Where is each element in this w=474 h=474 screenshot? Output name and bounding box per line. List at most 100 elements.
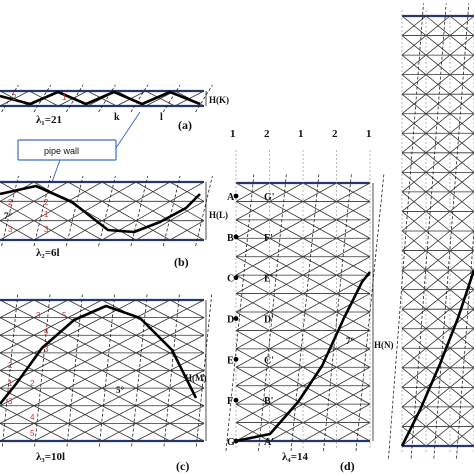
lattice-line	[33, 405, 69, 424]
panel-d-points: A G' B F' C E' D D' E C' F B' G A'	[227, 192, 275, 448]
lattice-line	[0, 317, 35, 336]
lattice-line	[302, 201, 337, 221]
lattice-line	[67, 334, 103, 354]
panel-a-tag: (a)	[178, 118, 192, 132]
lattice-line	[336, 237, 371, 258]
dashed-ray	[34, 294, 51, 447]
lattice-line	[401, 230, 427, 251]
lattice-line	[145, 90, 176, 107]
lattice-line	[401, 74, 427, 95]
lattice-line	[33, 370, 69, 389]
panel-d: 1 2 1 2 1 A G'B F'C E'D D'E C'F B'G A' 7° H(N) …	[225, 128, 394, 473]
point-label-left: B	[227, 233, 234, 244]
panel-a-l-label: l	[160, 112, 163, 123]
dashed-ray	[1, 175, 19, 247]
point-marker	[233, 275, 239, 281]
lattice-line	[336, 201, 371, 221]
panel-a-dashed-rays	[1, 84, 213, 113]
panel-b-red-number: 3	[8, 225, 13, 234]
lattice-line	[449, 74, 474, 95]
lattice-line	[269, 256, 304, 276]
lattice-line	[169, 334, 205, 354]
lattice-line	[425, 211, 451, 232]
lattice-line	[449, 15, 474, 36]
lattice-line	[33, 200, 69, 222]
lattice-line	[0, 370, 35, 389]
lattice-line	[235, 256, 270, 276]
point-label-left: E	[227, 355, 234, 366]
lattice-line	[269, 293, 304, 313]
lattice-line	[269, 422, 304, 442]
lattice-line	[135, 317, 171, 336]
lattice-line	[302, 330, 337, 350]
lattice-line	[235, 330, 270, 350]
panel-d-height-label: H(N)	[374, 340, 394, 350]
lattice-line	[101, 181, 137, 202]
panel-b-red-number: 1	[44, 210, 49, 219]
dashed-ray	[162, 175, 181, 247]
lattice-line	[425, 426, 451, 447]
panel-c-dashed-rays	[1, 294, 213, 447]
lattice-line	[67, 317, 103, 336]
dashed-ray	[98, 294, 116, 447]
lattice-line	[449, 54, 474, 75]
lattice-line	[449, 211, 474, 232]
lattice-line	[101, 299, 137, 318]
lattice-line	[169, 200, 205, 222]
lattice-line	[235, 403, 270, 423]
lattice-line	[401, 35, 427, 56]
panel-c-path	[0, 304, 198, 405]
lattice-line	[0, 181, 35, 202]
lattice-line	[336, 182, 371, 202]
dashed-ray	[323, 172, 352, 452]
dashed-ray	[456, 225, 474, 459]
lattice-line	[169, 299, 205, 318]
lattice-line	[336, 219, 371, 239]
lattice-line	[33, 317, 69, 336]
lattice-line	[235, 385, 270, 405]
lattice-line	[449, 367, 474, 388]
lattice-line	[33, 387, 69, 407]
dashed-ray	[195, 294, 213, 447]
lattice-line	[425, 406, 451, 427]
column-label: 1	[230, 128, 236, 140]
lattice-line	[0, 334, 35, 354]
panel-b: 2 2 1 3 3 7° H(L) λ₂=6l (b)	[0, 175, 228, 269]
point-marker	[233, 438, 239, 444]
pipe-wall-callout: pipe wall	[17, 111, 141, 183]
lattice-line	[449, 387, 474, 408]
lattice-line	[425, 387, 451, 408]
lattice-line	[269, 182, 304, 202]
lattice-line	[135, 423, 171, 442]
lattice-line	[0, 405, 35, 424]
lattice-line	[302, 385, 337, 405]
lattice-line	[169, 220, 205, 241]
lattice-line	[269, 219, 304, 239]
dashed-ray	[130, 84, 149, 113]
dashed-ray	[66, 294, 83, 447]
panel-c-lambda: λ₃=10l	[36, 451, 65, 463]
point-label-left: A	[227, 192, 235, 203]
lattice-line	[101, 387, 137, 407]
lattice-line	[302, 403, 337, 423]
point-marker	[233, 397, 239, 403]
lattice-line	[33, 299, 69, 318]
dashed-ray	[388, 3, 424, 459]
lattice-line	[0, 423, 35, 442]
lattice-line	[449, 347, 474, 369]
lattice-line	[302, 274, 337, 294]
dashed-ray	[258, 172, 287, 452]
column-label: 2	[264, 128, 270, 140]
lattice-line	[336, 385, 371, 405]
panel-d-tag: (d)	[340, 459, 355, 473]
panel-b-path	[0, 184, 201, 234]
lattice-line	[401, 328, 427, 349]
lattice-line	[401, 426, 427, 447]
panel-e-dashed-rays	[388, 3, 474, 459]
lattice-line	[135, 220, 171, 241]
lattice-line	[449, 172, 474, 193]
lattice-line	[449, 113, 474, 134]
lattice-line	[101, 370, 137, 389]
lattice-line	[135, 387, 171, 407]
point-label-mid: G'	[264, 192, 275, 203]
